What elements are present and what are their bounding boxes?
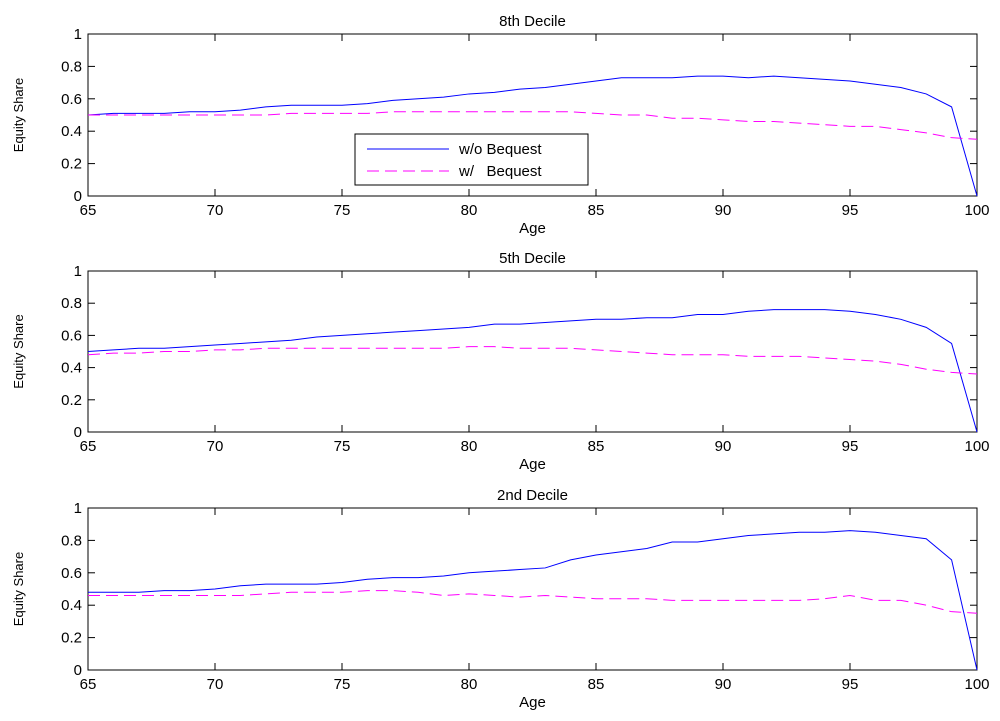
series-line-with-bequest xyxy=(88,590,978,614)
x-tick-label: 70 xyxy=(207,438,224,455)
x-tick-label: 90 xyxy=(715,202,732,219)
legend: w/o Bequest w/ Bequest xyxy=(354,133,589,186)
chart-panel-2: 5th Decile 65 70 75 80 85 90 95 100 0 0.2 0.4 0.6 0.8… xyxy=(11,250,990,473)
x-tick-label: 75 xyxy=(334,202,351,219)
x-tick-label: 80 xyxy=(461,438,478,455)
legend-label: w/o Bequest xyxy=(458,141,542,158)
x-tick-label: 85 xyxy=(588,438,605,455)
x-tick-label: 65 xyxy=(80,438,97,455)
chart-title: 8th Decile xyxy=(499,13,566,30)
y-tick-label: 1 xyxy=(74,500,82,517)
x-tick-label: 100 xyxy=(964,202,989,219)
x-axis-label: Age xyxy=(519,220,546,237)
series-line-with-bequest xyxy=(88,111,978,140)
x-tick-label: 90 xyxy=(715,676,732,693)
x-tick-label: 65 xyxy=(80,676,97,693)
x-tick-label: 95 xyxy=(842,438,859,455)
x-tick-label: 100 xyxy=(964,676,989,693)
chart-panel-3: 2nd Decile 65 70 75 80 85 90 95 100 0 0.2 0.4 0.6 0.8… xyxy=(11,487,990,711)
y-tick-label: 0.2 xyxy=(61,156,82,173)
x-tick-label: 75 xyxy=(334,438,351,455)
y-tick-label: 0.8 xyxy=(61,295,82,312)
chart-panel-1: 8th Decile 65 70 75 80 85 90 95 100 0 0.2 0.4 0.6 0.8… xyxy=(11,13,990,237)
plot-frame xyxy=(87,507,978,671)
series-line-without-bequest xyxy=(87,75,978,197)
x-tick-label: 80 xyxy=(461,676,478,693)
y-tick-label: 1 xyxy=(74,263,82,280)
y-tick-label: 0.8 xyxy=(61,58,82,75)
x-axis-label: Age xyxy=(519,694,546,711)
y-tick-label: 0 xyxy=(74,424,82,441)
y-tick-label: 0.6 xyxy=(61,327,82,344)
series-line-with-bequest xyxy=(87,346,978,375)
y-tick-label: 0.2 xyxy=(61,392,82,409)
series-line-without-bequest xyxy=(88,530,978,671)
x-tick-label: 100 xyxy=(964,438,989,455)
plot-frame xyxy=(87,270,978,433)
y-tick-label: 0.6 xyxy=(61,91,82,108)
y-tick-label: 0.6 xyxy=(61,565,82,582)
chart-title: 5th Decile xyxy=(499,250,566,267)
x-tick-label: 70 xyxy=(207,676,224,693)
x-tick-label: 70 xyxy=(207,202,224,219)
x-tick-label: 95 xyxy=(842,676,859,693)
x-tick-label: 85 xyxy=(588,202,605,219)
x-tick-label: 75 xyxy=(334,676,351,693)
y-tick-label: 1 xyxy=(74,26,82,43)
chart-title: 2nd Decile xyxy=(497,487,568,504)
x-tick-label: 90 xyxy=(715,438,732,455)
legend-label: w/ Bequest xyxy=(458,163,542,180)
x-tick-label: 95 xyxy=(842,202,859,219)
x-axis-label: Age xyxy=(519,456,546,473)
x-tick-label: 65 xyxy=(80,202,97,219)
legend-box xyxy=(354,133,589,186)
y-axis-label: Equity Share xyxy=(11,314,26,388)
x-tick-label: 85 xyxy=(588,676,605,693)
y-tick-label: 0.4 xyxy=(61,597,82,614)
y-axis-label: Equity Share xyxy=(11,78,26,152)
y-tick-label: 0 xyxy=(74,662,82,679)
y-axis-label: Equity Share xyxy=(11,552,26,626)
y-tick-label: 0 xyxy=(74,188,82,205)
y-tick-label: 0.4 xyxy=(61,123,82,140)
y-tick-label: 0.2 xyxy=(61,630,82,647)
y-tick-label: 0.4 xyxy=(61,360,82,377)
y-tick-label: 0.8 xyxy=(61,532,82,549)
series-line-without-bequest xyxy=(87,309,978,433)
x-tick-label: 80 xyxy=(461,202,478,219)
